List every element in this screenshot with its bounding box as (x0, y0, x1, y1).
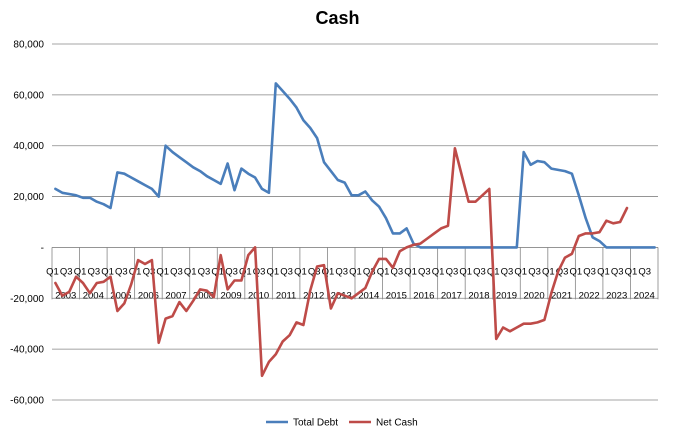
x-tick-label-q1: Q1 (514, 266, 527, 277)
x-tick-label-q3: Q3 (198, 266, 211, 277)
x-tick-label-q3: Q3 (556, 266, 569, 277)
x-tick-label-q1: Q1 (101, 266, 114, 277)
x-tick-label-year: 2014 (358, 290, 379, 301)
x-tick-label-year: 2005 (110, 290, 131, 301)
x-tick-label-q3: Q3 (611, 266, 624, 277)
x-tick-label-q3: Q3 (501, 266, 514, 277)
x-tick-label-q1: Q1 (239, 266, 252, 277)
series-line-net-cash (54, 147, 629, 378)
y-tick-label: - (41, 243, 44, 254)
y-tick-label: -60,000 (10, 396, 44, 407)
x-tick-label-year: 2024 (634, 290, 655, 301)
x-tick-label-year: 2016 (413, 290, 434, 301)
x-tick-label-q1: Q1 (74, 266, 87, 277)
y-tick-label: -20,000 (10, 294, 44, 305)
y-tick-label: -40,000 (10, 345, 44, 356)
x-tick-label-q1: Q1 (570, 266, 583, 277)
x-tick-label-year: 2013 (331, 290, 352, 301)
x-tick-label-q1: Q1 (542, 266, 555, 277)
x-tick-label-q1: Q1 (597, 266, 610, 277)
x-tick-label-q1: Q1 (46, 266, 59, 277)
x-tick-label-q1: Q1 (404, 266, 417, 277)
x-tick-label-year: 2004 (83, 290, 104, 301)
x-tick-label-year: 2006 (138, 290, 159, 301)
x-tick-label-q3: Q3 (87, 266, 100, 277)
x-tick-label-q3: Q3 (60, 266, 73, 277)
x-tick-label-q3: Q3 (335, 266, 348, 277)
x-tick-label-q1: Q1 (459, 266, 472, 277)
x-tick-label-year: 2020 (523, 290, 544, 301)
x-tick-label-year: 2012 (303, 290, 324, 301)
x-tick-label-q3: Q3 (280, 266, 293, 277)
x-tick-label-year: 2019 (496, 290, 517, 301)
chart-title: Cash (315, 8, 360, 28)
x-tick-label-q3: Q3 (308, 266, 321, 277)
y-tick-label: 20,000 (13, 192, 44, 203)
x-tick-label-q3: Q3 (225, 266, 238, 277)
x-tick-label-year: 2015 (386, 290, 407, 301)
x-tick-label-year: 2003 (55, 290, 76, 301)
x-tick-label-q3: Q3 (253, 266, 266, 277)
x-tick-label-year: 2007 (165, 290, 186, 301)
x-tick-label-year: 2017 (441, 290, 462, 301)
x-tick-label-q1: Q1 (625, 266, 638, 277)
x-tick-label-q3: Q3 (363, 266, 376, 277)
y-tick-label: 80,000 (13, 40, 44, 51)
x-tick-label-q3: Q3 (583, 266, 596, 277)
x-tick-label-year: 2018 (468, 290, 489, 301)
x-tick-label-q3: Q3 (170, 266, 183, 277)
x-tick-label-q1: Q1 (156, 266, 169, 277)
y-tick-label: 40,000 (13, 141, 44, 152)
x-tick-label-q3: Q3 (473, 266, 486, 277)
x-tick-label-q1: Q1 (349, 266, 362, 277)
x-tick-label-q3: Q3 (638, 266, 651, 277)
x-tick-label-year: 2008 (193, 290, 214, 301)
x-tick-label-q1: Q1 (377, 266, 390, 277)
x-tick-label-year: 2021 (551, 290, 572, 301)
x-tick-label-q3: Q3 (115, 266, 128, 277)
legend-label: Net Cash (376, 418, 418, 429)
series-line-total-debt (54, 82, 656, 249)
x-tick-label-q3: Q3 (143, 266, 156, 277)
x-tick-label-q1: Q1 (184, 266, 197, 277)
x-tick-label-year: 2011 (276, 290, 296, 301)
x-tick-label-q3: Q3 (446, 266, 459, 277)
x-tick-label-year: 2022 (579, 290, 600, 301)
x-tick-label-year: 2023 (606, 290, 627, 301)
x-tick-label-q1: Q1 (294, 266, 307, 277)
x-tick-label-q1: Q1 (432, 266, 445, 277)
x-tick-label-q3: Q3 (528, 266, 541, 277)
x-tick-label-q3: Q3 (390, 266, 403, 277)
x-tick-label-q3: Q3 (418, 266, 431, 277)
y-tick-label: 60,000 (13, 90, 44, 101)
legend-label: Total Debt (293, 418, 338, 429)
x-tick-label-q1: Q1 (322, 266, 335, 277)
x-tick-label-q1: Q1 (267, 266, 280, 277)
x-tick-label-year: 2009 (220, 290, 241, 301)
